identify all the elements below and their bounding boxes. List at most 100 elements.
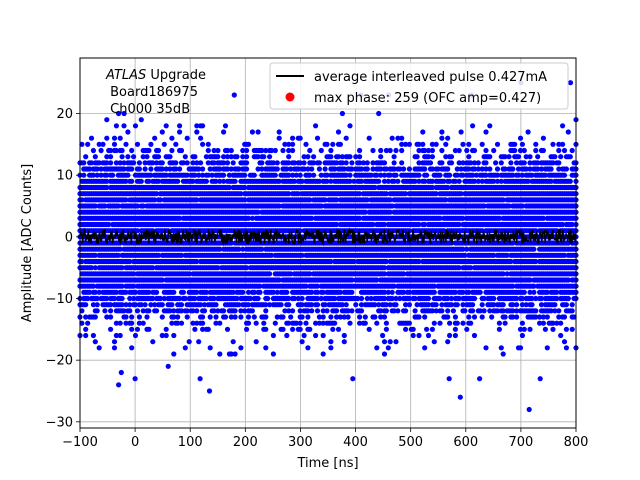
sample-point [119, 154, 125, 160]
sample-point [154, 308, 160, 314]
sample-point [311, 172, 317, 178]
sample-point [470, 123, 476, 129]
sample-point [447, 320, 453, 326]
sample-point [445, 308, 451, 314]
sample-point [203, 289, 209, 295]
sample-point [422, 314, 428, 320]
sample-point [447, 332, 453, 339]
sample-point [274, 166, 280, 172]
sample-point [98, 172, 104, 178]
sample-point [142, 302, 148, 308]
sample-point [123, 314, 129, 320]
sample-point [297, 326, 303, 332]
sample-point [134, 326, 141, 332]
sample-point [263, 314, 269, 320]
sample-point [422, 166, 428, 172]
sample-point [92, 339, 98, 345]
sample-point [242, 172, 248, 178]
sample-point [372, 314, 378, 320]
sample-point [167, 166, 173, 172]
sample-point [314, 135, 321, 141]
sample-point [127, 308, 133, 314]
sample-point [171, 308, 177, 314]
sample-point [94, 295, 100, 302]
sample-point [393, 172, 399, 178]
sample-point [288, 314, 294, 320]
sample-point [83, 326, 89, 332]
sample-point [194, 289, 200, 295]
sample-point [113, 160, 119, 166]
sample-point [401, 166, 407, 172]
sample-point [131, 154, 137, 160]
sample-point [194, 308, 200, 314]
sample-point [224, 160, 231, 166]
sample-point [450, 308, 456, 314]
sample-point [169, 320, 175, 326]
sample-point [205, 160, 211, 166]
sample-point [276, 135, 282, 141]
sample-point [178, 320, 185, 326]
sample-point [198, 160, 204, 166]
sample-point [245, 320, 252, 326]
sample-point [167, 154, 173, 160]
sample-point [157, 295, 163, 302]
sample-point [249, 129, 255, 135]
sample-point [224, 326, 231, 332]
sample-point [253, 339, 259, 345]
sample-point [381, 160, 388, 166]
sample-point [437, 172, 443, 178]
sample-point [320, 314, 326, 320]
sample-point [406, 320, 412, 326]
sample-point [403, 326, 409, 332]
sample-point [211, 147, 217, 154]
sample-point [429, 147, 435, 154]
sample-point [228, 147, 234, 154]
sample-point [154, 289, 160, 295]
sample-point [270, 332, 276, 339]
sample-point [255, 295, 261, 302]
sample-point [215, 154, 221, 160]
sample-point [200, 166, 206, 172]
sample-point [171, 351, 177, 357]
sample-point [110, 172, 116, 178]
sample-point [448, 160, 455, 166]
sample-point [452, 326, 458, 332]
sample-point [163, 123, 169, 129]
sample-point [121, 166, 127, 172]
sample-point [196, 172, 202, 178]
sample-point [389, 289, 395, 295]
sample-point [121, 123, 127, 129]
sample-point [357, 147, 363, 154]
sample-point [134, 228, 141, 234]
sample-point [146, 326, 152, 332]
sample-point [364, 160, 370, 166]
sample-point [119, 283, 125, 289]
sample-point [169, 302, 175, 308]
sample-point [272, 172, 278, 178]
sample-point [96, 141, 102, 147]
sample-point [121, 308, 127, 314]
sample-point [83, 302, 89, 308]
sample-point [92, 154, 98, 160]
sample-point [297, 135, 303, 141]
sample-point [123, 302, 129, 308]
sample-point [154, 191, 160, 197]
sample-point [200, 326, 206, 332]
sample-point [253, 320, 259, 326]
sample-point [349, 289, 355, 295]
sample-point [301, 160, 307, 166]
sample-point [148, 166, 154, 172]
sample-point [280, 314, 286, 320]
sample-point [376, 110, 382, 117]
sample-point [364, 166, 370, 172]
sample-point [111, 141, 118, 147]
sample-point [464, 326, 470, 332]
sample-point [125, 129, 131, 135]
sample-point [117, 135, 123, 141]
sample-point [155, 252, 162, 258]
sample-point [79, 141, 85, 147]
sample-point [175, 314, 181, 320]
sample-point [477, 289, 483, 295]
sample-point [104, 154, 110, 160]
sample-point [200, 172, 206, 178]
